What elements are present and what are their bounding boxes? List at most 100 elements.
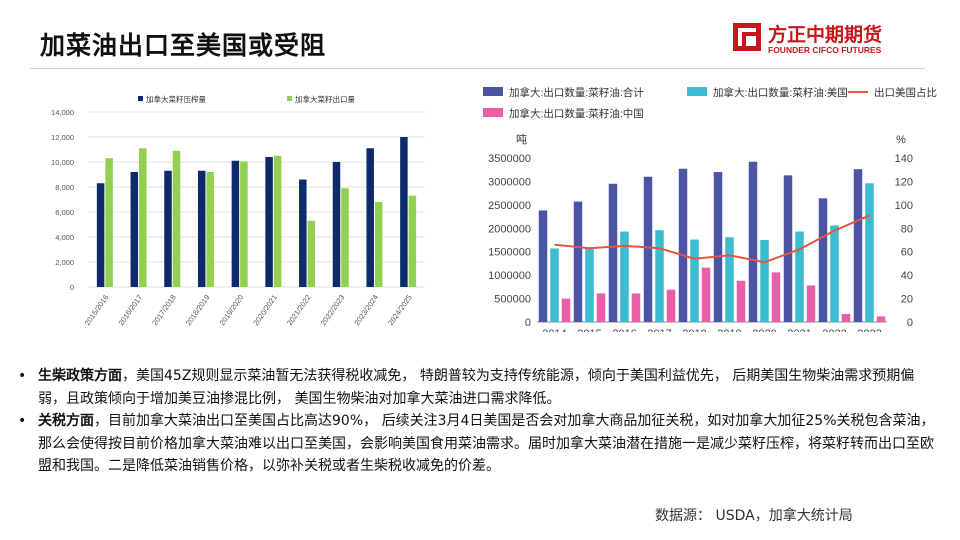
x-tick-label: 2023/2024 xyxy=(352,293,380,327)
bar xyxy=(561,298,571,322)
bar xyxy=(666,289,676,322)
legend-label: 加拿大菜籽出口量 xyxy=(295,94,355,104)
y2-axis-unit: % xyxy=(896,134,906,146)
legend-swatch xyxy=(483,87,503,96)
bar xyxy=(795,231,804,322)
y2-tick-label: 0 xyxy=(907,317,913,329)
y2-tick-label: 120 xyxy=(895,176,913,188)
bar xyxy=(760,240,769,322)
bar xyxy=(725,237,734,322)
bar xyxy=(273,155,282,287)
legend-swatch xyxy=(138,96,143,101)
logo-text-en: FOUNDER CIFCO FUTURES xyxy=(768,45,882,55)
x-tick-label: 2019/2020 xyxy=(218,293,246,327)
crush-export-chart-svg: 加拿大菜籽压榨量 加拿大菜籽出口量 0 2,000 4,000 6,000 8,000 10,… xyxy=(51,94,425,327)
bar xyxy=(366,148,374,287)
x-tick-label: 2020 xyxy=(752,328,776,332)
bar xyxy=(841,314,851,322)
legend-label: 加拿大:出口数量:菜籽油:合计 xyxy=(509,86,644,99)
y2-tick-label: 40 xyxy=(901,270,913,282)
x-tick-label: 2023 xyxy=(857,328,881,332)
x-tick-label: 2018 xyxy=(682,328,706,332)
canola-oil-export-chart: 加拿大:出口数量:菜籽油:合计 加拿大:出口数量:菜籽油:美国 出口美国占比 加拿大:… xyxy=(475,82,955,340)
bar xyxy=(748,161,758,322)
bar xyxy=(736,280,746,322)
legend-swatch xyxy=(287,96,292,101)
y-tick-label: 1000000 xyxy=(488,270,531,282)
bar xyxy=(265,157,273,287)
x-tick-label: 2017 xyxy=(647,328,671,332)
bar xyxy=(538,210,548,322)
x-tick-label: 2019 xyxy=(717,328,741,332)
y-tick-label: 2000000 xyxy=(488,223,531,235)
legend-swatch xyxy=(687,87,707,96)
bar xyxy=(573,201,583,322)
company-logo: 方正中期期货 FOUNDER CIFCO FUTURES xyxy=(732,20,892,60)
bar xyxy=(231,160,240,287)
bullet-item: • 生柴政策方面，美国45Z规则显示菜油暂无法获得税收减免， 特朗普较为支持传统… xyxy=(18,365,938,410)
bar xyxy=(690,239,699,322)
bar xyxy=(806,285,816,322)
legend-label: 加拿大菜籽压榨量 xyxy=(146,94,206,104)
page-title: 加菜油出口至美国或受阻 xyxy=(40,31,327,60)
bar xyxy=(307,220,316,287)
y-tick-label: 2,000 xyxy=(55,258,74,267)
x-tick-label: 2015/2016 xyxy=(83,293,111,327)
bar xyxy=(678,168,688,322)
bar xyxy=(341,188,349,287)
bar xyxy=(865,183,874,322)
y-tick-label: 4,000 xyxy=(55,233,74,242)
y-tick-label: 12,000 xyxy=(51,133,74,142)
bar xyxy=(655,230,664,322)
y-tick-label: 0 xyxy=(525,317,531,329)
bar xyxy=(853,169,863,322)
y2-tick-label: 20 xyxy=(901,294,913,306)
bullet-item: • 关税方面，目前加拿大菜油出口至美国占比高达90%， 后续关注3月4日美国是否… xyxy=(18,410,938,478)
bar xyxy=(701,267,711,322)
x-tick-label: 2018/2019 xyxy=(184,293,212,327)
bar xyxy=(408,195,417,287)
bar xyxy=(400,137,408,287)
bar xyxy=(596,293,606,322)
x-tick-label: 2021/2022 xyxy=(285,293,313,327)
title-divider xyxy=(30,68,925,69)
bullet-heading: 关税方面 xyxy=(38,413,94,429)
y2-tick-label: 60 xyxy=(901,247,913,259)
bullet-marker: • xyxy=(18,413,27,429)
y-tick-label: 0 xyxy=(70,283,74,292)
crush-export-bar-chart: 加拿大菜籽压榨量 加拿大菜籽出口量 0 2,000 4,000 6,000 8,000 10,… xyxy=(40,82,435,357)
legend-label: 加拿大:出口数量:菜籽油:中国 xyxy=(509,107,644,120)
x-tick-label: 2015 xyxy=(577,328,601,332)
y-tick-label: 3000000 xyxy=(488,176,531,188)
y-tick-label: 8,000 xyxy=(55,183,74,192)
x-tick-label: 2022 xyxy=(822,328,846,332)
y2-tick-label: 80 xyxy=(901,223,913,235)
canola-oil-export-chart-svg: 加拿大:出口数量:菜籽油:合计 加拿大:出口数量:菜籽油:美国 出口美国占比加拿大:… xyxy=(483,86,937,340)
y-tick-label: 6,000 xyxy=(55,208,74,217)
x-tick-label: 2016 xyxy=(612,328,636,332)
y-axis-unit: 吨 xyxy=(516,133,527,146)
bar xyxy=(620,231,629,322)
legend-swatch xyxy=(483,108,503,117)
x-tick-label: 2016/2017 xyxy=(116,293,144,327)
x-tick-label: 2024/2025 xyxy=(386,293,414,327)
bar xyxy=(643,176,653,322)
y-tick-label: 14,000 xyxy=(51,108,74,117)
bullet-text: ，目前加拿大菜油出口至美国占比高达90%， 后续关注3月4日美国是否会对加拿大商… xyxy=(38,413,935,474)
bullet-list: • 生柴政策方面，美国45Z规则显示菜油暂无法获得税收减免， 特朗普较为支持传统… xyxy=(18,365,938,478)
bullet-heading: 生柴政策方面 xyxy=(38,368,122,384)
bar xyxy=(783,175,793,322)
bullet-marker: • xyxy=(18,368,27,384)
bar xyxy=(139,148,147,287)
x-tick-label: 2021 xyxy=(787,328,811,332)
legend-label: 出口美国占比 xyxy=(874,86,937,99)
bullet-text: ，美国45Z规则显示菜油暂无法获得税收减免， 特朗普较为支持传统能源，倾向于美国… xyxy=(38,368,915,407)
line-series xyxy=(554,214,870,264)
bar xyxy=(550,248,559,322)
y2-tick-label: 100 xyxy=(895,200,913,212)
bar xyxy=(608,183,618,322)
bar xyxy=(105,158,113,287)
bar xyxy=(206,172,214,287)
x-tick-label: 2017/2018 xyxy=(150,293,178,327)
y-tick-label: 3500000 xyxy=(488,153,531,165)
